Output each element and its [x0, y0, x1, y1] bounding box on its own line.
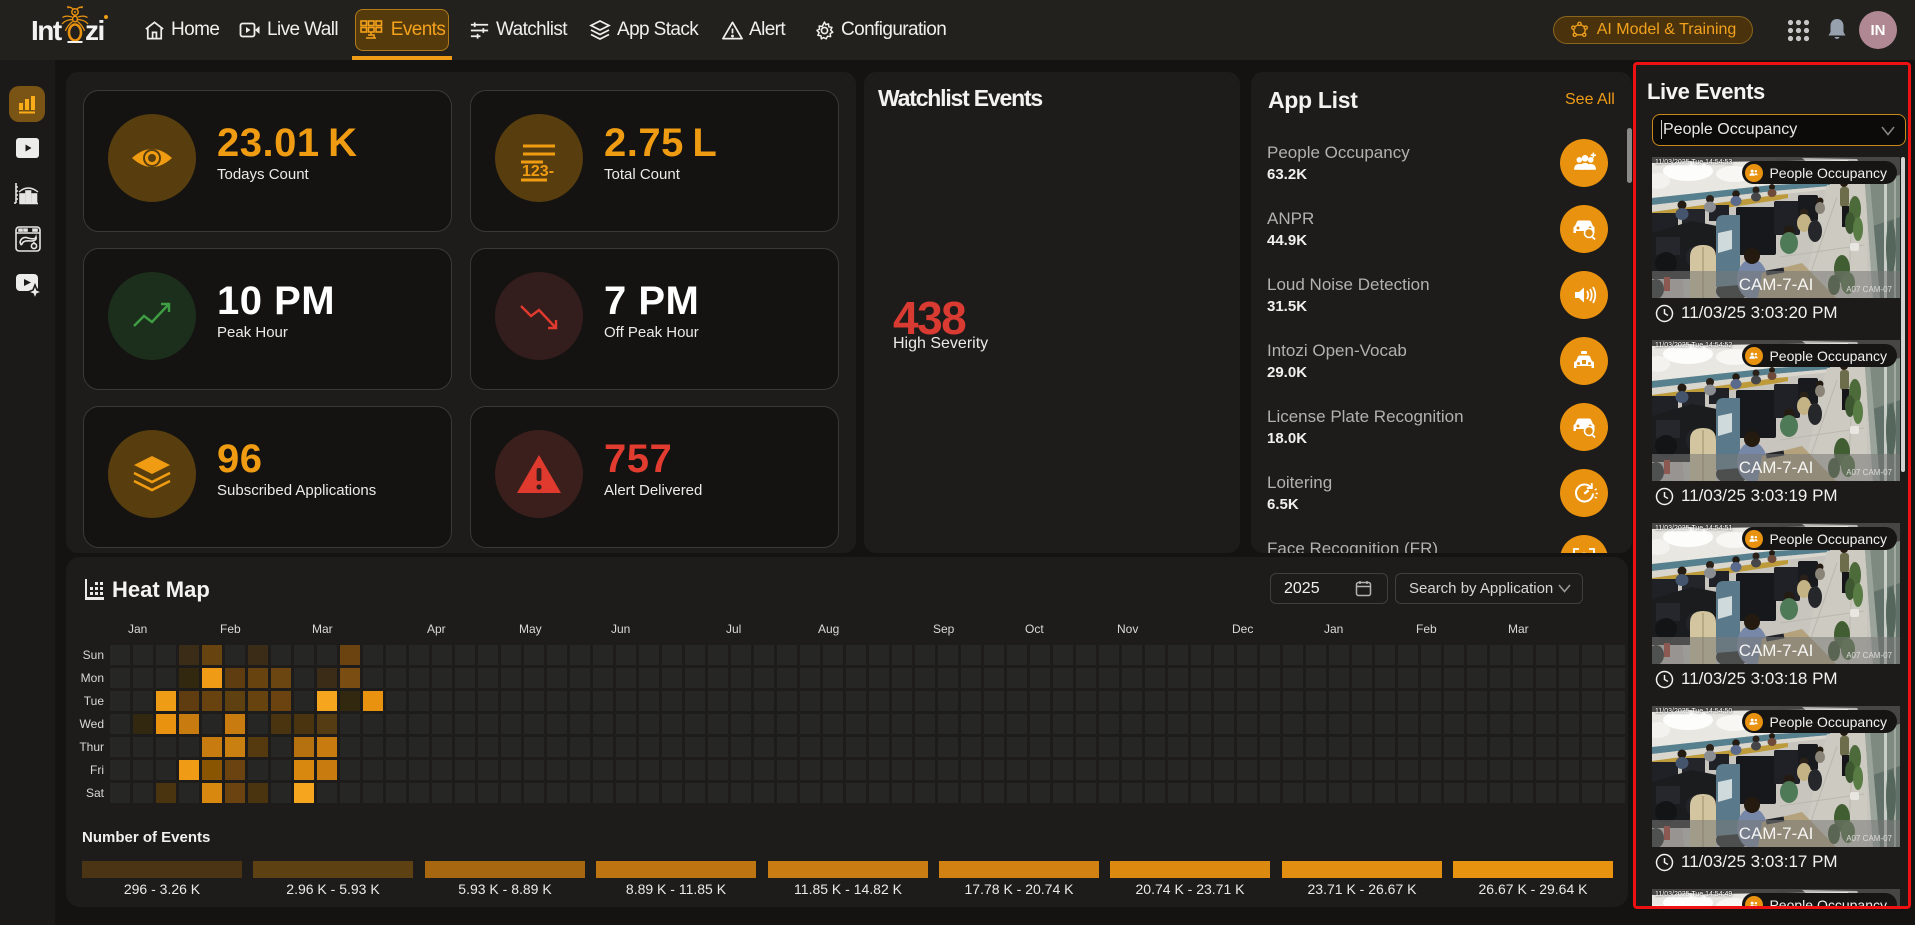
svg-text:123-: 123- — [522, 163, 554, 180]
